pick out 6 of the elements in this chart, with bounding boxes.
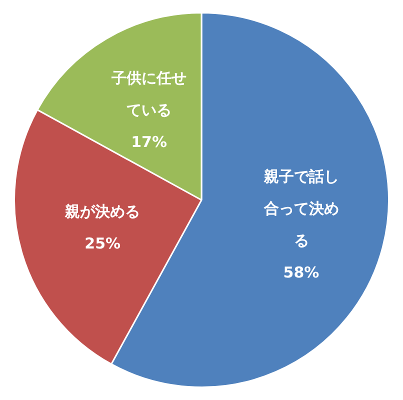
slice-label: 親が決める — [64, 202, 140, 221]
data-label: 17% — [131, 133, 168, 152]
data-label: 25% — [84, 234, 121, 253]
slice-label: 親子で話し合って決める — [262, 168, 339, 250]
data-label: 58% — [283, 264, 320, 282]
slice-label: 子供に任せている — [110, 69, 187, 120]
